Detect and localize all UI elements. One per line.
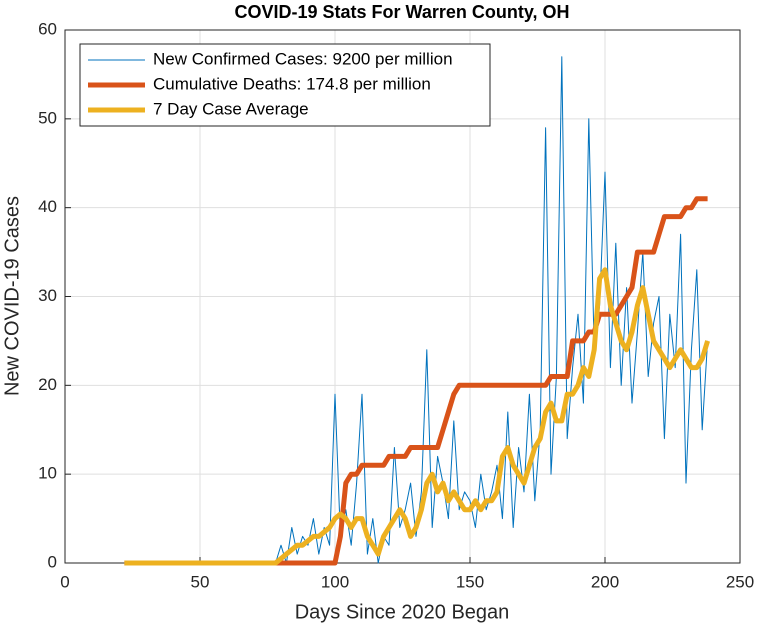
axes-box [64,29,741,564]
x-tick-label: 150 [456,572,484,591]
y-tick-label: 20 [38,375,57,394]
legend-label: 7 Day Case Average [153,99,309,118]
x-tick-label: 250 [726,572,754,591]
x-tick-label: 50 [191,572,210,591]
x-axis-label: Days Since 2020 Began [295,601,510,623]
x-tick-label: 0 [60,572,69,591]
x-tick-label: 100 [321,572,349,591]
y-tick-label: 40 [38,197,57,216]
y-tick-label: 30 [38,286,57,305]
y-tick-label: 0 [48,552,57,571]
y-axis-label: New COVID-19 Cases [1,196,23,396]
y-tick-label: 50 [38,108,57,127]
x-tick-label: 200 [591,572,619,591]
series-line [124,267,710,566]
legend-label: Cumulative Deaths: 174.8 per million [153,74,431,93]
y-tick-label: 60 [38,19,57,38]
legend-label: New Confirmed Cases: 9200 per million [153,49,453,68]
legend-box [79,43,491,127]
chart-title: COVID-19 Stats For Warren County, OH [234,2,569,22]
y-tick-label: 10 [38,464,57,483]
